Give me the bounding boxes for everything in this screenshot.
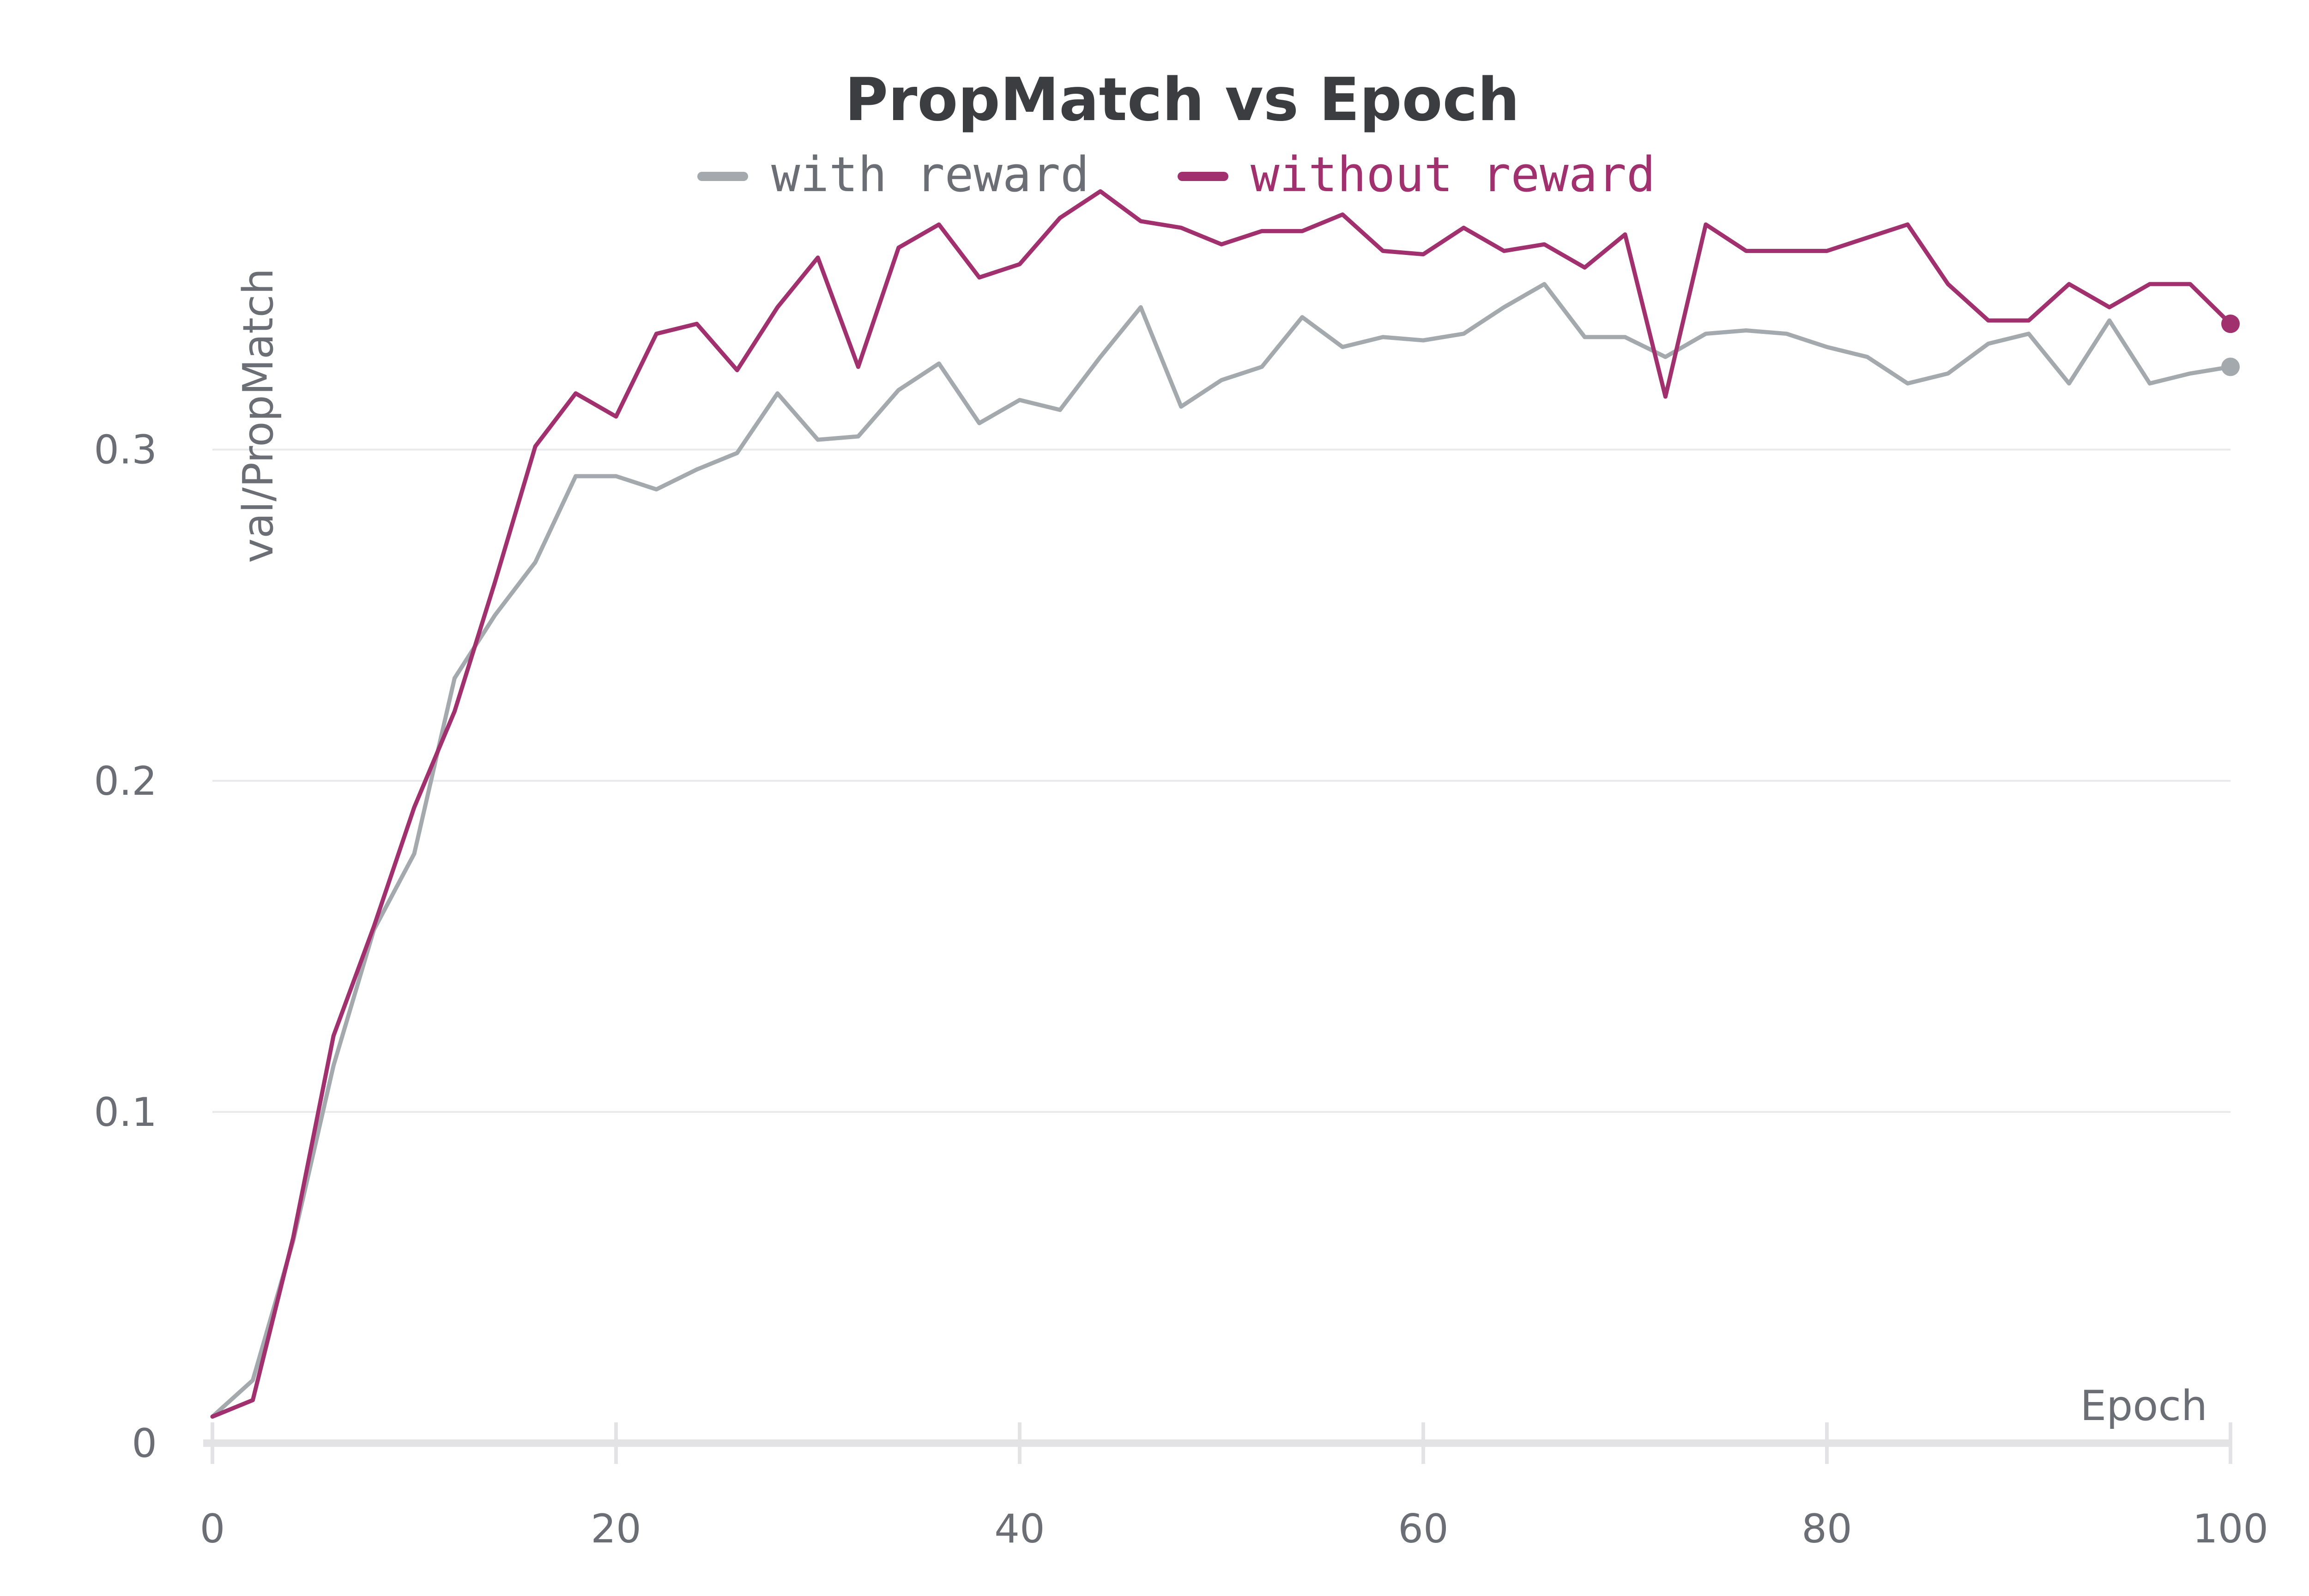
series-line-with-reward: [210, 282, 2233, 1419]
y-tick-label: 0.3: [94, 427, 157, 473]
legend-label-without-reward: without reward: [1251, 146, 1656, 203]
x-tick-label: 100: [2193, 1506, 2268, 1552]
y-axis-label: val/PropMatch: [234, 268, 283, 563]
series-line-without-reward: [210, 189, 2233, 1419]
y-tick-label: 0.2: [94, 758, 157, 804]
y-tick-label: 0.1: [94, 1089, 157, 1136]
x-tick-label: 60: [1398, 1506, 1448, 1552]
chart-title: PropMatch vs Epoch: [845, 66, 1519, 134]
x-tick-label: 40: [994, 1506, 1045, 1552]
x-axis: 0 20 40 60 80 100: [200, 1422, 2268, 1552]
gridlines: [212, 448, 2230, 1113]
x-tick-label: 80: [1801, 1506, 1852, 1552]
y-tick-label: 0: [132, 1421, 157, 1467]
x-tick-label: 0: [200, 1506, 225, 1552]
series-end-marker-without-reward: [2221, 314, 2240, 333]
legend: with reward without reward: [697, 146, 1656, 203]
x-axis-label: Epoch: [2080, 1382, 2207, 1430]
series-end-marker-with-reward: [2221, 357, 2240, 376]
legend-label-with-reward: with reward: [771, 146, 1089, 203]
plot-area: [210, 189, 2240, 1419]
x-tick-label: 20: [591, 1506, 641, 1552]
y-axis-ticks: 0 0.1 0.2 0.3: [94, 427, 157, 1467]
